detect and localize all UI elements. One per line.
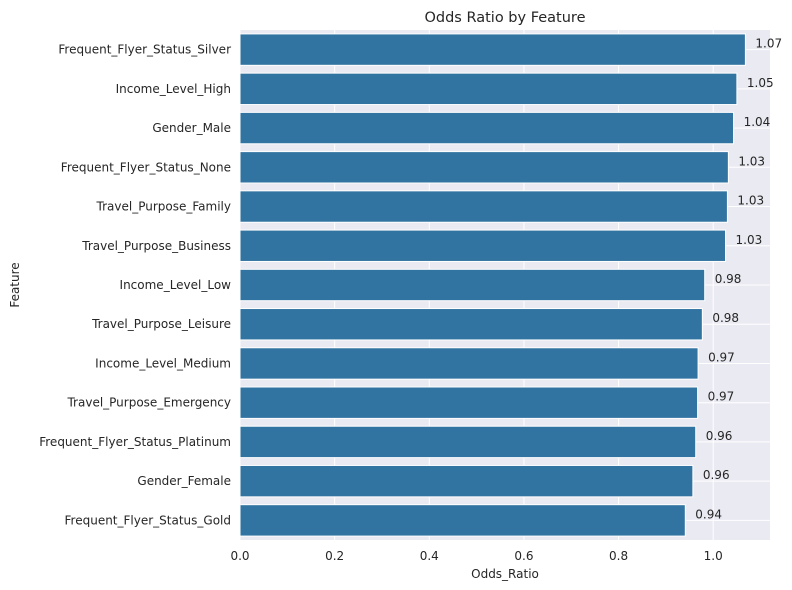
y-tick-label: Frequent_Flyer_Status_None <box>61 160 231 174</box>
x-tick-label: 1.0 <box>704 549 723 563</box>
chart-title: Odds Ratio by Feature <box>424 10 585 26</box>
y-tick-label: Travel_Purpose_Emergency <box>66 396 231 410</box>
y-tick-label: Frequent_Flyer_Status_Gold <box>65 513 231 527</box>
y-tick-label: Travel_Purpose_Leisure <box>91 317 231 331</box>
y-axis-title: Feature <box>8 262 22 307</box>
bar-frequent-flyer-status-platinum <box>239 425 697 459</box>
data-label: 0.96 <box>706 429 733 443</box>
data-label: 1.03 <box>738 154 765 168</box>
y-tick-labels: Frequent_Flyer_Status_Silver Income_Level… <box>39 43 231 528</box>
bar-travel-purpose-family <box>239 190 728 223</box>
data-label: 0.97 <box>708 390 735 404</box>
data-label: 1.03 <box>737 194 764 208</box>
data-label: 0.98 <box>712 311 739 325</box>
bar-income-level-medium <box>239 347 699 380</box>
bar-frequent-flyer-status-silver <box>239 33 746 66</box>
y-tick-label: Travel_Purpose_Family <box>96 200 231 214</box>
data-label: 0.98 <box>715 272 742 286</box>
data-label: 0.94 <box>695 507 722 521</box>
bar-frequent-flyer-status-gold <box>239 504 686 537</box>
x-tick-label: 0.6 <box>514 549 533 563</box>
bar-gender-male <box>239 111 735 145</box>
bars <box>239 33 746 537</box>
y-tick-label: Income_Level_High <box>116 82 231 96</box>
x-tick-labels: 0.0 0.2 0.4 0.6 0.8 1.0 <box>230 549 722 563</box>
x-tick-label: 0.2 <box>325 549 344 563</box>
data-label: 1.03 <box>736 233 763 247</box>
bar-travel-purpose-emergency <box>239 386 699 419</box>
y-tick-label: Frequent_Flyer_Status_Silver <box>58 43 231 57</box>
bar-income-level-low <box>239 268 706 302</box>
x-tick-label: 0.4 <box>420 549 439 563</box>
data-label: 0.96 <box>703 468 730 482</box>
y-tick-label: Travel_Purpose_Business <box>81 239 231 253</box>
bar-frequent-flyer-status-none <box>239 151 729 184</box>
data-label: 1.04 <box>744 115 771 129</box>
bar-travel-purpose-leisure <box>239 308 703 341</box>
x-tick-label: 0.0 <box>230 549 249 563</box>
bar-income-level-high <box>239 72 738 106</box>
bar-gender-female <box>239 464 694 498</box>
data-label: 1.05 <box>747 76 774 90</box>
x-tick-label: 0.8 <box>609 549 628 563</box>
x-axis-title: Odds_Ratio <box>471 567 539 581</box>
data-label: 1.07 <box>755 37 782 51</box>
y-tick-label: Income_Level_Low <box>120 278 232 292</box>
y-tick-label: Frequent_Flyer_Status_Platinum <box>39 435 231 449</box>
y-tick-label: Income_Level_Medium <box>95 356 231 370</box>
y-tick-label: Gender_Male <box>152 121 231 135</box>
y-tick-label: Gender_Female <box>137 474 231 488</box>
data-labels: 1.07 1.05 1.04 1.03 1.03 1.03 0.98 0.98 0.97 0.97… <box>695 37 782 522</box>
data-label: 0.97 <box>708 350 735 364</box>
bar-travel-purpose-business <box>239 229 727 262</box>
